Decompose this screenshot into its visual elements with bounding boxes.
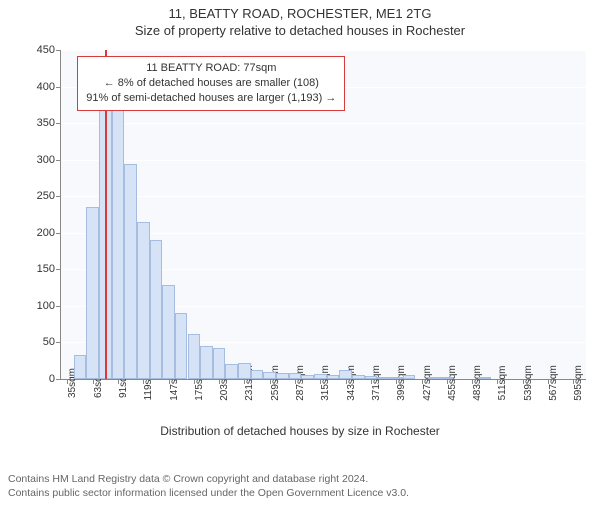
ytick-label: 300 [37, 154, 55, 166]
x-axis-label: Distribution of detached houses by size … [0, 424, 600, 438]
histogram-bar [225, 364, 238, 379]
ytick-label: 350 [37, 117, 55, 129]
marker-callout: 11 BEATTY ROAD: 77sqm ← 8% of detached h… [77, 56, 345, 111]
ytick-label: 150 [37, 263, 55, 275]
plot-area: 11 BEATTY ROAD: 77sqm ← 8% of detached h… [60, 50, 586, 380]
histogram-bar [74, 355, 87, 379]
ytick-label: 400 [37, 81, 55, 93]
ytick-label: 450 [37, 44, 55, 56]
histogram-bar [478, 377, 491, 379]
callout-line: 11 BEATTY ROAD: 77sqm [86, 61, 336, 76]
ytick-label: 100 [37, 300, 55, 312]
footer-line: Contains HM Land Registry data © Crown c… [8, 472, 409, 486]
histogram-bar [339, 370, 352, 379]
ytick-label: 0 [49, 373, 55, 385]
histogram-bar [263, 372, 276, 379]
histogram-bar [200, 346, 213, 379]
ytick-mark [56, 379, 61, 380]
histogram-bar [124, 164, 137, 379]
chart: Number of detached properties 11 BEATTY … [4, 42, 594, 422]
histogram-bar [112, 109, 125, 380]
histogram-bar [276, 373, 289, 379]
footer-line: Contains public sector information licen… [8, 486, 409, 500]
histogram-bar [365, 376, 378, 379]
histogram-bar [188, 334, 201, 379]
ytick-label: 200 [37, 227, 55, 239]
attribution-footer: Contains HM Land Registry data © Crown c… [8, 472, 409, 500]
histogram-bar [428, 377, 441, 379]
histogram-bar [352, 375, 365, 379]
ytick-label: 250 [37, 190, 55, 202]
histogram-bar [314, 374, 327, 379]
histogram-bar [390, 377, 403, 379]
histogram-bar [327, 375, 340, 379]
histogram-bar [162, 285, 175, 379]
histogram-bar [137, 222, 150, 379]
histogram-bar [403, 375, 416, 379]
histogram-bar [238, 363, 251, 379]
histogram-bar [301, 375, 314, 379]
histogram-bar [86, 207, 99, 379]
histogram-bar [213, 348, 226, 379]
histogram-bar [150, 240, 163, 379]
title-sub: Size of property relative to detached ho… [0, 23, 600, 38]
histogram-bar [251, 370, 264, 379]
histogram-bar [377, 377, 390, 379]
callout-line: 91% of semi-detached houses are larger (… [86, 91, 336, 106]
callout-line: ← 8% of detached houses are smaller (108… [86, 76, 336, 91]
histogram-bar [289, 373, 302, 379]
histogram-bar [175, 313, 188, 379]
histogram-bar [441, 377, 454, 379]
title-main: 11, BEATTY ROAD, ROCHESTER, ME1 2TG [0, 6, 600, 21]
ytick-label: 50 [43, 336, 55, 348]
